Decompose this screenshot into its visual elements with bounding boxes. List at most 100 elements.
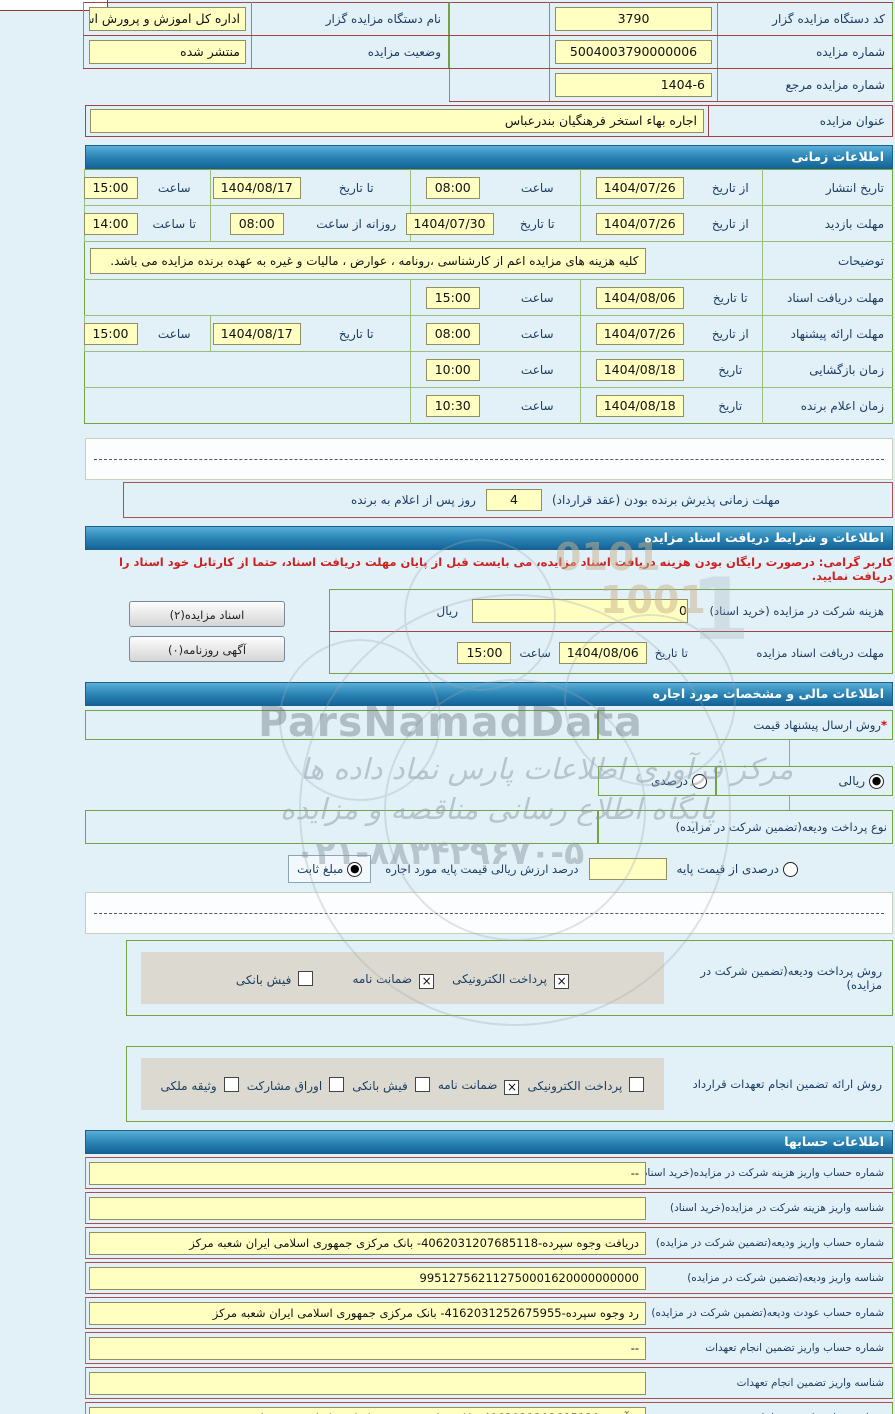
description-input[interactable]: کلیه هزینه های مزایده اعم از کارشناسی ،ر… [90, 247, 646, 274]
docs-block: هزینه شرکت در مزایده (خرید اسناد) 0 ریال… [85, 589, 893, 674]
percent-of-base-radio[interactable] [783, 861, 798, 877]
percent-value-input[interactable] [588, 858, 667, 880]
account-number-input[interactable]: درآمدی-4062031203685120- بانک مرکزی جمهو… [89, 1406, 646, 1414]
time-input[interactable]: 15:00 [457, 641, 512, 664]
participation-bonds-option[interactable]: اوراق مشارکت [247, 1075, 345, 1094]
guarantee-letter-option[interactable]: × ضمانت نامه [438, 1074, 520, 1095]
time-input[interactable]: 14:00 [83, 212, 138, 235]
time-row-label: مهلت دریافت اسناد [762, 279, 893, 316]
deposit-type-row: نوع پرداخت ودیعه(تضمین شرکت در مزایده) [85, 810, 893, 844]
table-row: شماره مزایده مرجع 1404-6 [449, 68, 893, 102]
time-row-label: تاریخ انتشار [762, 169, 893, 206]
deposit-payment-row: روش پرداخت ودیعه(تضمین شرکت در مزایده) ×… [126, 940, 893, 1016]
time-input[interactable]: 10:30 [425, 394, 480, 417]
participation-bonds-checkbox[interactable] [329, 1076, 345, 1092]
fixed-amount-option[interactable]: ● مبلغ ثابت [287, 855, 372, 883]
fee-input[interactable]: 0 [472, 598, 688, 623]
table-row: شماره حساب واریز وجه اجاره درآمدی-406203… [85, 1402, 893, 1414]
newspaper-ad-button[interactable]: آگهی روزنامه(۰) [129, 636, 285, 662]
date-input[interactable]: 1404/08/17 [212, 176, 301, 199]
award-suffix: روز پس از اعلام به برنده [350, 493, 476, 507]
date-input[interactable]: 1404/08/18 [595, 394, 684, 417]
time-input[interactable]: 08:00 [229, 212, 284, 235]
auction-title-row: عنوان مزایده اجاره بهاء استخر فرهنگیان ب… [85, 105, 893, 137]
time-input[interactable]: 08:00 [425, 176, 480, 199]
account-number-input[interactable]: رد وجوه سپرده-4162031252675955- بانک مرک… [89, 1301, 646, 1325]
property-collateral-checkbox[interactable] [223, 1076, 239, 1092]
table-row: مهلت دریافت اسناد تا تاریخ 1404/08/06 سا… [84, 279, 893, 316]
field-label: شماره حساب واریز هزینه شرکت در مزایده(خر… [646, 1167, 884, 1179]
time-input[interactable]: 10:00 [425, 358, 480, 381]
auction-status-input[interactable]: منتشر شده [89, 40, 246, 64]
percent-value-label: درصد ارزش ریالی قیمت پایه مورد اجاره [385, 862, 579, 876]
section-header-docs: اطلاعات و شرایط دریافت اسناد مزایده [85, 526, 893, 550]
field-label: روش پرداخت ودیعه(تضمین شرکت در مزایده) [700, 964, 882, 992]
award-days-input[interactable]: 4 [485, 489, 542, 511]
account-number-input[interactable]: -- [89, 1161, 646, 1185]
field-label: شماره مزایده [717, 35, 893, 69]
electronic-payment-option[interactable]: × پرداخت الکترونیکی [452, 968, 570, 989]
time-input[interactable]: 08:00 [425, 322, 480, 345]
table-row: زمان اعلام برنده تاریخ 1404/08/18 ساعت 1… [84, 387, 893, 424]
dashed-separator [85, 438, 893, 480]
award-acceptance-row: مهلت زمانی پذیرش برنده بودن (عقد قرارداد… [123, 482, 893, 518]
field-label: نام دستگاه مزایده گزار [251, 2, 449, 36]
percent-radio[interactable] [692, 773, 707, 789]
payment-id-input[interactable]: 995127562112750001620000000000 [89, 1266, 646, 1290]
auction-number-input[interactable]: 5004003790000006 [555, 40, 712, 64]
percent-option[interactable]: درصدی [598, 766, 716, 796]
table-row: مهلت بازدید از تاریخ 1404/07/26 تا تاریخ… [83, 205, 893, 242]
field-label: نوع پرداخت ودیعه(تضمین شرکت در مزایده) [598, 810, 893, 844]
time-input[interactable]: 15:00 [83, 322, 138, 345]
field-label: شماره مزایده مرجع [717, 68, 893, 102]
auction-documents-button[interactable]: اسناد مزایده(۲) [129, 601, 285, 627]
rial-option[interactable]: ● ریالی [716, 766, 893, 796]
field-label: کد دستگاه مزایده گزار [717, 2, 893, 36]
date-input[interactable]: 1404/07/26 [595, 212, 684, 235]
date-input[interactable]: 1404/08/06 [558, 641, 647, 664]
date-input[interactable]: 1404/07/30 [405, 212, 494, 235]
date-input[interactable]: 1404/07/26 [595, 322, 684, 345]
table-row: وضعیت مزایده منتشر شده [83, 35, 449, 69]
electronic-payment-option[interactable]: پرداخت الکترونیکی [527, 1075, 645, 1094]
guarantee-letter-checkbox[interactable]: × [504, 1079, 520, 1095]
required-asterisk: * [880, 718, 887, 732]
table-row: شماره حساب واریز هزینه شرکت در مزایده(خر… [85, 1157, 893, 1189]
bank-slip-option[interactable]: فیش بانکی [236, 969, 314, 988]
account-number-input[interactable]: -- [89, 1336, 646, 1360]
payment-id-input[interactable] [89, 1196, 646, 1220]
electronic-payment-checkbox[interactable] [629, 1076, 645, 1092]
rial-radio[interactable]: ● [869, 773, 884, 789]
section-header-financial: اطلاعات مالی و مشخصات مورد اجاره [85, 682, 893, 706]
guarantee-letter-checkbox[interactable]: × [419, 973, 435, 989]
org-name-input[interactable]: اداره کل اموزش و پرورش استا [89, 7, 246, 31]
bank-slip-option[interactable]: فیش بانکی [352, 1075, 430, 1094]
time-row-label: زمان اعلام برنده [762, 387, 893, 424]
account-number-input[interactable]: دریافت وجوه سپرده-4062031207685118- بانک… [89, 1231, 646, 1255]
guarantee-letter-option[interactable]: × ضمانت نامه [352, 968, 435, 989]
docs-deadline-row: مهلت دریافت اسناد مزایده تا تاریخ 1404/0… [330, 631, 892, 673]
time-row-label: توضیحات [762, 241, 893, 280]
field-label: وضعیت مزایده [251, 35, 449, 69]
auction-ref-number-input[interactable]: 1404-6 [555, 73, 712, 97]
electronic-payment-checkbox[interactable]: × [554, 973, 570, 989]
date-input[interactable]: 1404/08/17 [212, 322, 301, 345]
bank-slip-checkbox[interactable] [414, 1076, 430, 1092]
bank-slip-checkbox[interactable] [298, 970, 314, 986]
payment-id-input[interactable] [89, 1371, 646, 1395]
auction-title-input[interactable]: اجاره بهاء استخر فرهنگیان بندرعباس [90, 109, 704, 133]
auction-org-code-input[interactable]: 3790 [555, 7, 712, 31]
field-label: شناسه واریز هزینه شرکت در مزایده(خرید اس… [669, 1202, 884, 1214]
fixed-amount-radio[interactable]: ● [347, 861, 363, 877]
field-label: شماره حساب واریز وجه اجاره [646, 1412, 889, 1414]
time-input[interactable]: 15:00 [83, 176, 138, 199]
docs-notice: کاربر گرامی: درصورت رایگان بودن هزینه در… [118, 555, 893, 583]
date-input[interactable]: 1404/07/26 [595, 176, 684, 199]
table-row: شناسه واریز هزینه شرکت در مزایده(خرید اس… [85, 1192, 893, 1224]
percent-label: درصدی [650, 774, 688, 788]
time-input[interactable]: 15:00 [425, 286, 480, 309]
date-input[interactable]: 1404/08/06 [595, 286, 684, 309]
date-input[interactable]: 1404/08/18 [595, 358, 684, 381]
property-collateral-option[interactable]: وثیقه ملکی [161, 1075, 239, 1094]
price-type-row: ● ریالی درصدی [85, 766, 893, 796]
